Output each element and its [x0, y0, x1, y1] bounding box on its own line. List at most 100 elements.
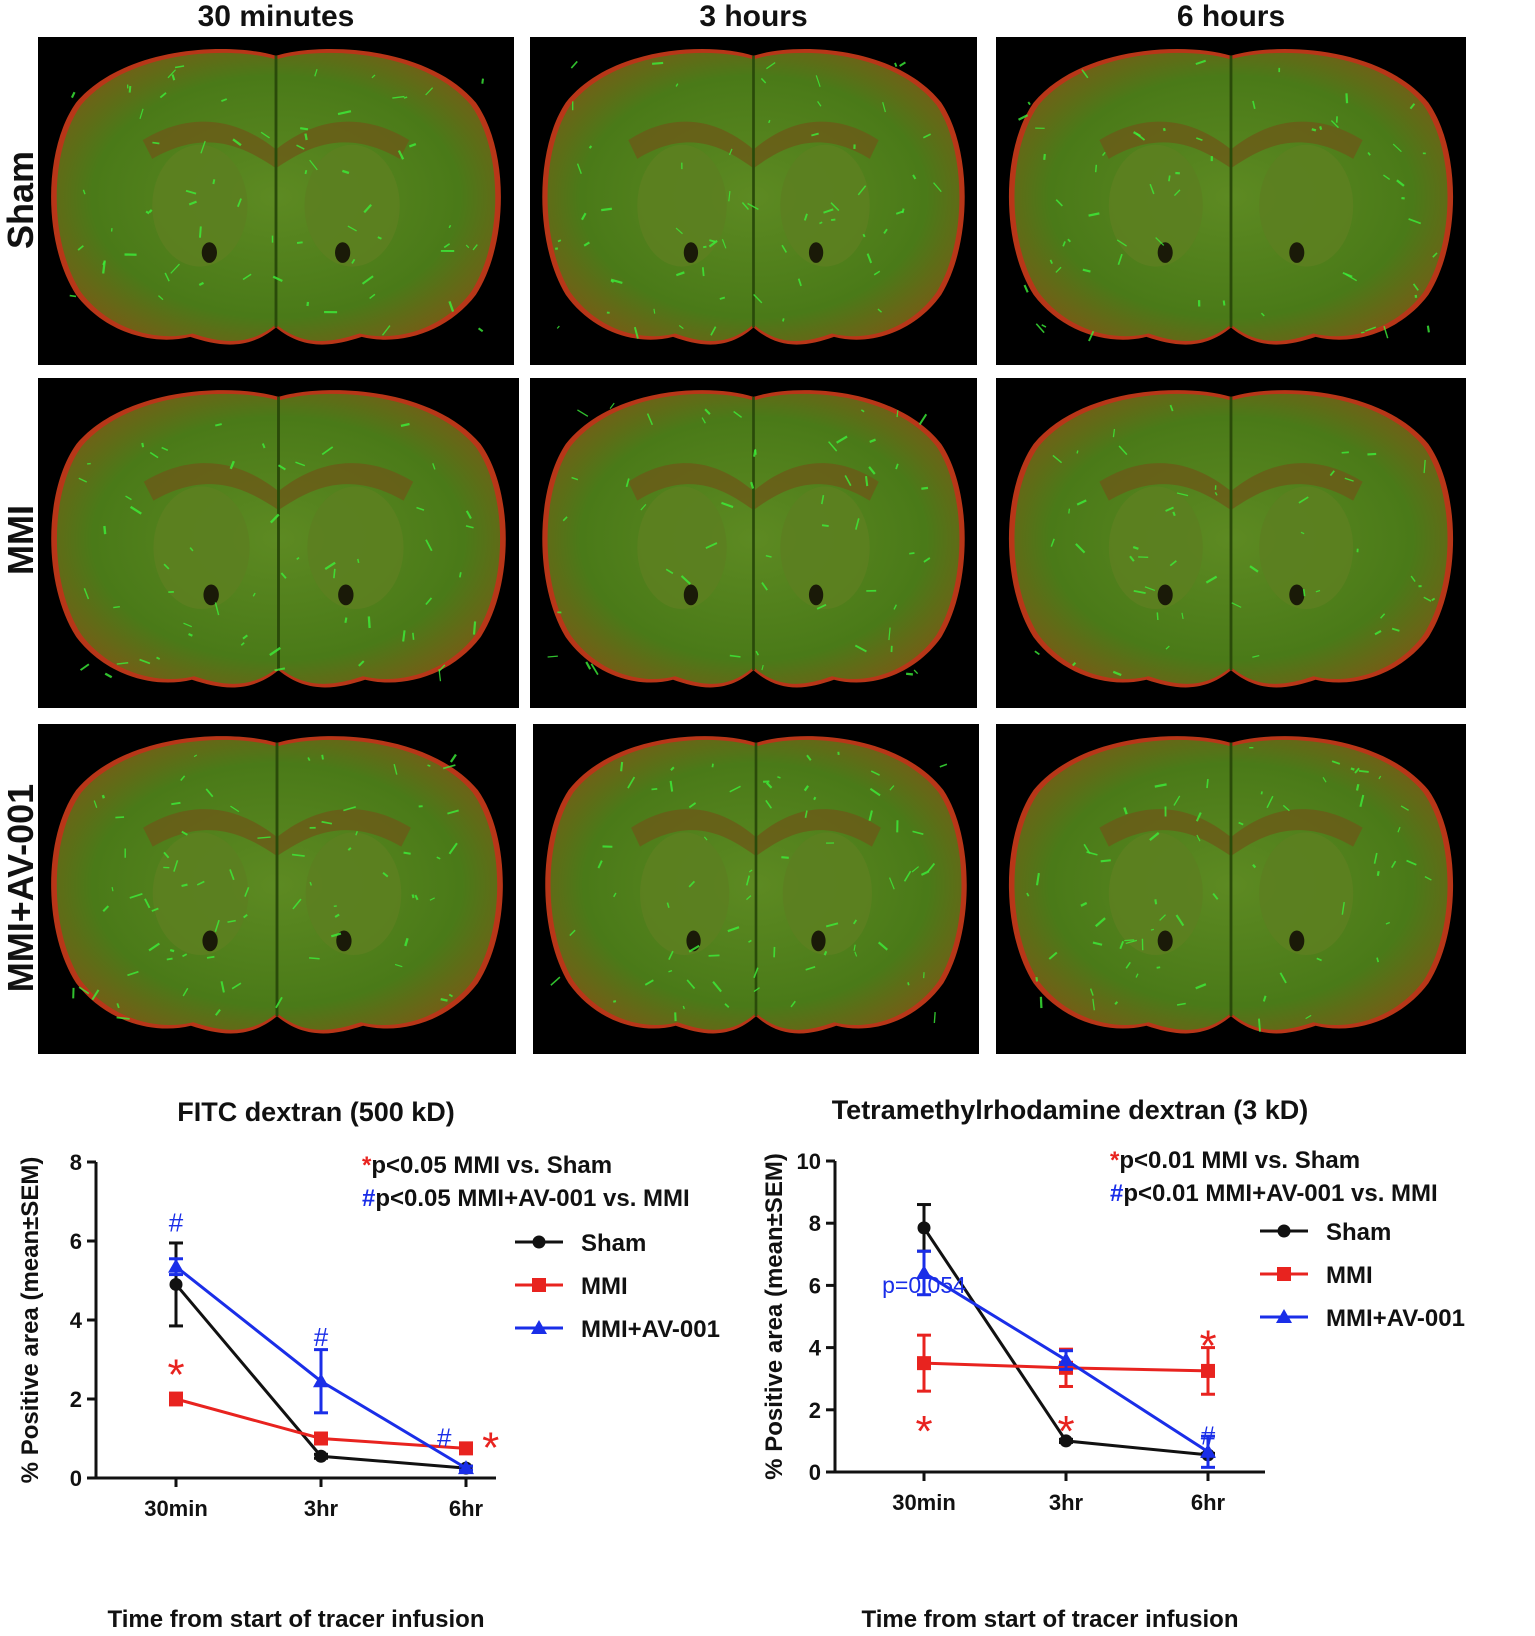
- vessel: [448, 224, 452, 229]
- vessel: [193, 754, 198, 758]
- micrograph-mmi-30min: [38, 378, 519, 708]
- vessel: [291, 853, 305, 857]
- vessel: [243, 913, 248, 919]
- vessel: [912, 174, 917, 180]
- x-tick-label: 3hr: [1049, 1490, 1084, 1515]
- vessel: [257, 836, 271, 839]
- vessel: [719, 296, 726, 300]
- vessel: [828, 441, 838, 452]
- vessel: [597, 860, 603, 869]
- y-tick-label: 6: [70, 1229, 82, 1254]
- vessel: [1196, 137, 1203, 142]
- left-ventricle: [201, 242, 217, 263]
- vessel: [712, 980, 722, 993]
- vessel: [1391, 860, 1397, 869]
- vessel: [753, 293, 763, 304]
- brain-section-svg: [1008, 736, 1454, 1034]
- vessel: [1100, 859, 1111, 863]
- vessel: [152, 141, 160, 145]
- vessel: [309, 159, 318, 171]
- vessel: [1423, 459, 1426, 474]
- vessel: [668, 950, 674, 961]
- vessel: [701, 267, 705, 277]
- vessel: [675, 227, 683, 235]
- vessel: [229, 460, 235, 470]
- vessel: [765, 781, 773, 789]
- left-striatum: [640, 832, 730, 955]
- vessel: [1062, 241, 1066, 247]
- column-header-6h: 6 hours: [1176, 0, 1286, 33]
- vessel: [442, 764, 456, 770]
- vessel: [341, 169, 350, 175]
- x-tick-label: 6hr: [1191, 1490, 1226, 1515]
- vessel: [347, 225, 357, 232]
- vessel: [708, 239, 718, 248]
- vessel: [1088, 330, 1095, 342]
- vessel: [1282, 804, 1290, 812]
- data-point: [1059, 1434, 1073, 1448]
- vessel: [102, 905, 110, 912]
- vessel: [1132, 545, 1139, 550]
- vessel: [145, 210, 150, 215]
- data-point: [459, 1441, 473, 1456]
- right-ventricle: [811, 930, 826, 952]
- vessel: [1076, 499, 1087, 506]
- vessel: [344, 617, 348, 623]
- vessel: [1168, 175, 1171, 182]
- vessel: [1195, 812, 1202, 822]
- data-point: [917, 1356, 931, 1371]
- vessel: [1350, 767, 1355, 771]
- vessel: [836, 435, 848, 444]
- vessel: [280, 572, 287, 579]
- vessel: [198, 281, 205, 287]
- vessel: [640, 503, 647, 511]
- vessel: [159, 92, 167, 99]
- vessel: [304, 169, 308, 175]
- vessel: [181, 830, 188, 836]
- vessel: [163, 851, 170, 859]
- vessel: [275, 996, 283, 1009]
- legend-marker: [1277, 1224, 1291, 1238]
- significance-mark: *: [1057, 1407, 1074, 1456]
- vessel: [83, 588, 90, 600]
- significance-legend: *p<0.01 MMI vs. Sham: [1110, 1147, 1360, 1174]
- data-point: [314, 1431, 328, 1446]
- row-header-sham: Sham: [0, 150, 41, 250]
- micrograph-mmi-av001-3h: [533, 724, 979, 1054]
- vessel: [613, 892, 617, 898]
- vessel: [169, 948, 175, 953]
- vessel: [746, 895, 752, 901]
- vessel: [206, 955, 215, 959]
- vessel: [296, 144, 305, 150]
- vessel: [1172, 511, 1176, 517]
- vessel: [472, 244, 478, 251]
- brain-section-svg: [542, 390, 965, 688]
- vessel: [729, 654, 741, 658]
- significance-mark: *: [1199, 1321, 1216, 1370]
- vessel: [128, 85, 132, 93]
- corpus-callosum: [1099, 809, 1363, 856]
- column-header-3h: 3 hours: [699, 0, 808, 33]
- vessel: [912, 830, 924, 835]
- vessel: [678, 325, 684, 330]
- right-ventricle: [336, 930, 352, 952]
- vessel: [613, 1000, 617, 1003]
- vessel: [343, 806, 356, 812]
- vessel: [382, 872, 389, 878]
- vessel: [724, 1003, 730, 1009]
- vessel: [129, 892, 143, 899]
- right-striatum: [1259, 832, 1354, 955]
- y-tick-label: 6: [809, 1273, 821, 1298]
- vessel: [196, 880, 205, 886]
- vessel: [1408, 218, 1422, 225]
- vessel: [69, 294, 77, 298]
- vessel: [1125, 961, 1131, 969]
- right-striatum: [305, 832, 402, 955]
- vessel: [805, 966, 816, 971]
- vessel: [754, 448, 757, 455]
- x-tick-label: 3hr: [304, 1496, 339, 1521]
- right-ventricle: [1289, 930, 1305, 952]
- vessel: [1165, 506, 1174, 512]
- right-striatum: [780, 144, 870, 267]
- vessel: [220, 981, 225, 993]
